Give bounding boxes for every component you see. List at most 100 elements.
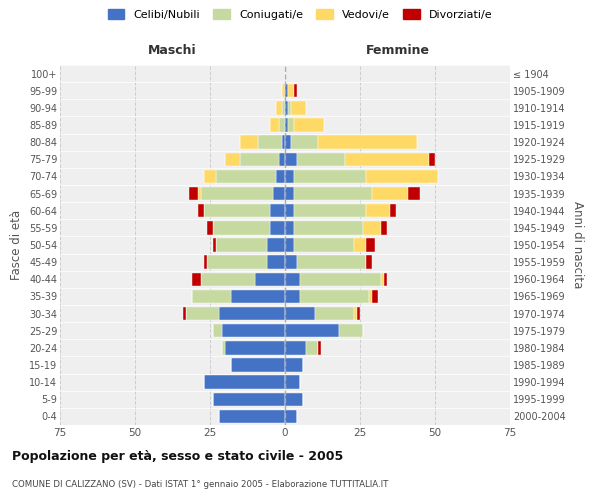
Bar bbox=[429, 152, 435, 166]
Bar bbox=[285, 324, 339, 338]
Bar bbox=[318, 136, 417, 149]
Bar bbox=[267, 238, 285, 252]
Bar bbox=[354, 238, 366, 252]
Bar bbox=[282, 84, 285, 98]
Bar bbox=[231, 358, 285, 372]
Bar bbox=[189, 187, 198, 200]
Text: Popolazione per età, sesso e stato civile - 2005: Popolazione per età, sesso e stato civil… bbox=[12, 450, 343, 463]
Bar bbox=[390, 204, 396, 218]
Bar bbox=[285, 307, 315, 320]
Bar bbox=[222, 341, 225, 354]
Bar bbox=[408, 187, 420, 200]
Bar bbox=[288, 84, 294, 98]
Bar bbox=[285, 290, 300, 303]
Legend: Celibi/Nubili, Coniugati/e, Vedovi/e, Divorziati/e: Celibi/Nubili, Coniugati/e, Vedovi/e, Di… bbox=[104, 6, 496, 23]
Bar bbox=[294, 170, 366, 183]
Text: Maschi: Maschi bbox=[148, 44, 197, 58]
Bar bbox=[366, 204, 390, 218]
Bar bbox=[258, 136, 282, 149]
Bar bbox=[198, 204, 204, 218]
Bar bbox=[285, 152, 297, 166]
Bar bbox=[219, 410, 285, 423]
Text: COMUNE DI CALIZZANO (SV) - Dati ISTAT 1° gennaio 2005 - Elaborazione TUTTITALIA.: COMUNE DI CALIZZANO (SV) - Dati ISTAT 1°… bbox=[12, 480, 388, 489]
Bar bbox=[285, 118, 288, 132]
Bar bbox=[291, 136, 318, 149]
Text: Femmine: Femmine bbox=[365, 44, 430, 58]
Bar bbox=[216, 238, 267, 252]
Bar bbox=[285, 221, 294, 234]
Bar bbox=[294, 118, 324, 132]
Bar bbox=[297, 152, 345, 166]
Bar bbox=[201, 187, 273, 200]
Bar bbox=[213, 392, 285, 406]
Bar bbox=[240, 136, 258, 149]
Bar bbox=[225, 152, 240, 166]
Bar bbox=[306, 341, 318, 354]
Y-axis label: Fasce di età: Fasce di età bbox=[10, 210, 23, 280]
Bar bbox=[288, 101, 291, 114]
Bar bbox=[240, 152, 279, 166]
Bar bbox=[369, 290, 372, 303]
Bar bbox=[267, 256, 285, 269]
Bar bbox=[213, 221, 270, 234]
Bar bbox=[294, 221, 363, 234]
Bar bbox=[345, 152, 429, 166]
Bar bbox=[372, 187, 408, 200]
Bar bbox=[282, 101, 285, 114]
Bar bbox=[216, 170, 276, 183]
Bar bbox=[279, 152, 285, 166]
Bar bbox=[285, 392, 303, 406]
Bar bbox=[294, 238, 354, 252]
Bar bbox=[285, 238, 294, 252]
Bar bbox=[222, 324, 285, 338]
Bar bbox=[366, 238, 375, 252]
Bar bbox=[201, 272, 255, 286]
Bar bbox=[270, 118, 279, 132]
Bar bbox=[297, 256, 366, 269]
Bar bbox=[300, 290, 369, 303]
Bar bbox=[294, 204, 366, 218]
Bar bbox=[294, 187, 372, 200]
Bar bbox=[285, 187, 294, 200]
Bar bbox=[225, 341, 285, 354]
Bar bbox=[270, 204, 285, 218]
Bar bbox=[219, 307, 285, 320]
Bar bbox=[384, 272, 387, 286]
Bar bbox=[213, 324, 222, 338]
Bar bbox=[207, 221, 213, 234]
Bar bbox=[354, 307, 357, 320]
Bar bbox=[363, 221, 381, 234]
Bar bbox=[204, 204, 270, 218]
Bar bbox=[183, 307, 186, 320]
Bar bbox=[285, 358, 303, 372]
Bar bbox=[270, 221, 285, 234]
Bar bbox=[366, 170, 438, 183]
Bar bbox=[285, 84, 288, 98]
Bar bbox=[372, 290, 378, 303]
Bar bbox=[339, 324, 363, 338]
Bar bbox=[294, 84, 297, 98]
Bar bbox=[204, 256, 207, 269]
Bar bbox=[207, 256, 267, 269]
Bar bbox=[198, 187, 201, 200]
Bar bbox=[315, 307, 354, 320]
Bar bbox=[255, 272, 285, 286]
Bar bbox=[192, 272, 201, 286]
Bar bbox=[213, 238, 216, 252]
Bar bbox=[285, 256, 297, 269]
Bar bbox=[357, 307, 360, 320]
Bar bbox=[285, 376, 300, 389]
Bar bbox=[366, 256, 372, 269]
Bar bbox=[273, 187, 285, 200]
Bar bbox=[231, 290, 285, 303]
Bar bbox=[285, 341, 306, 354]
Bar bbox=[276, 101, 282, 114]
Bar bbox=[285, 204, 294, 218]
Bar bbox=[291, 101, 306, 114]
Bar bbox=[282, 136, 285, 149]
Y-axis label: Anni di nascita: Anni di nascita bbox=[571, 202, 584, 288]
Bar bbox=[192, 290, 231, 303]
Bar bbox=[285, 272, 300, 286]
Bar bbox=[285, 410, 297, 423]
Bar bbox=[318, 341, 321, 354]
